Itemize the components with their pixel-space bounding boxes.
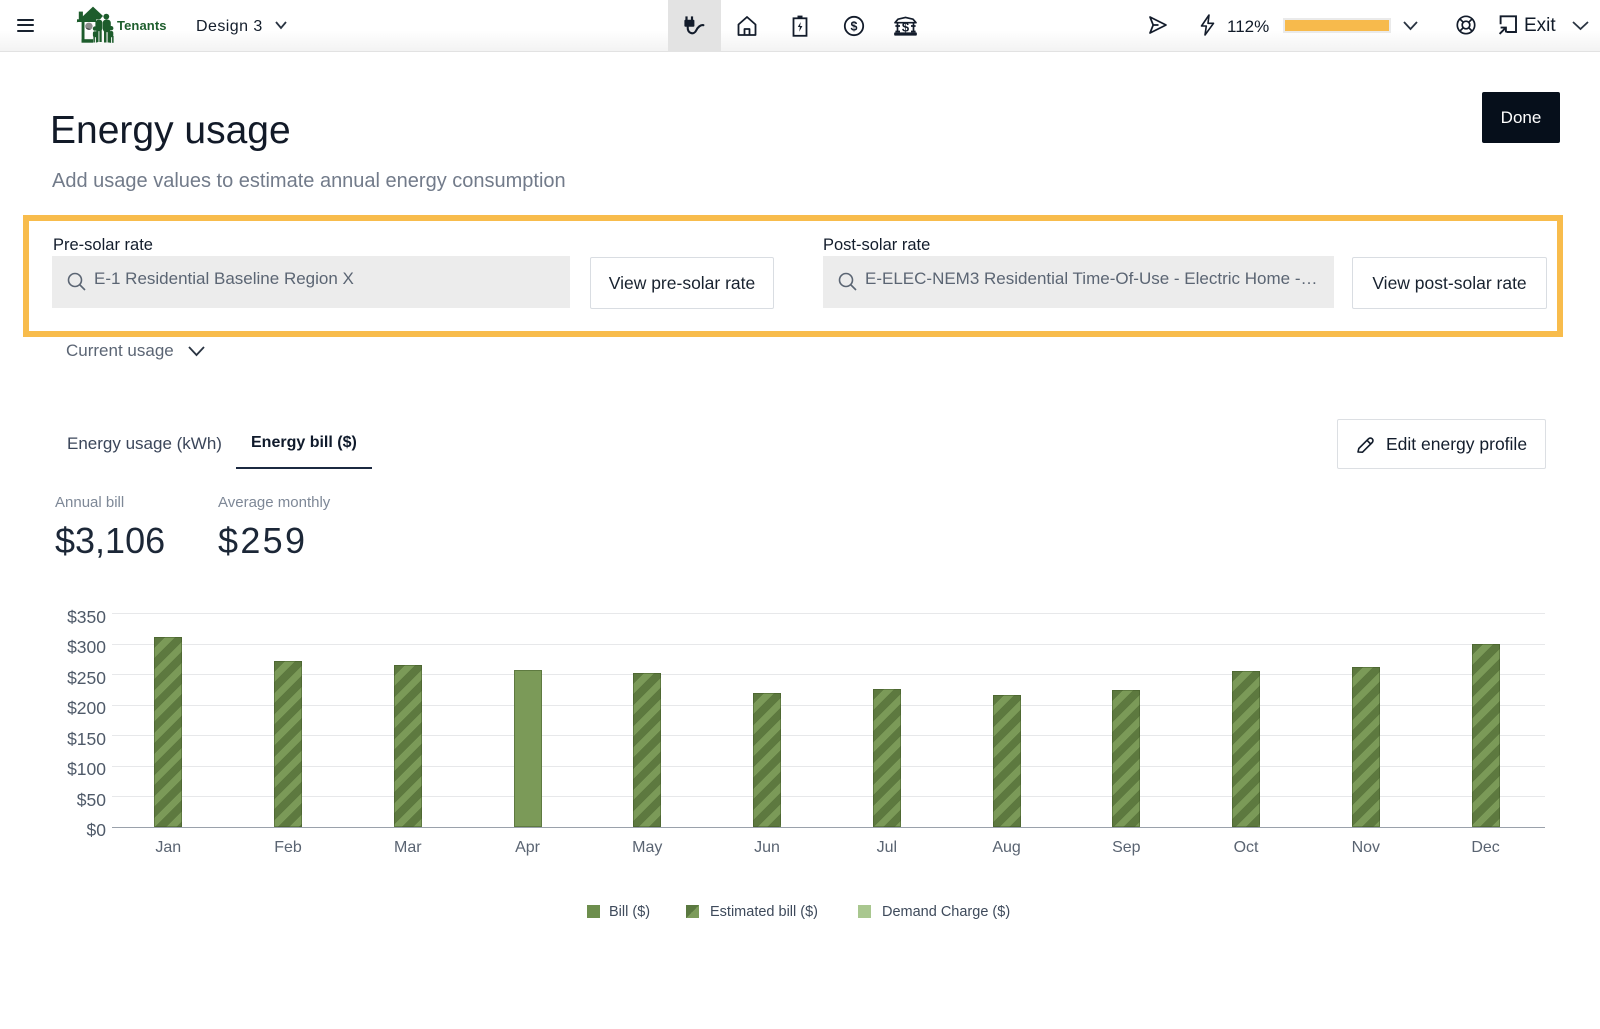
svg-text:$: $: [851, 20, 858, 34]
svg-text:$: $: [902, 20, 910, 35]
